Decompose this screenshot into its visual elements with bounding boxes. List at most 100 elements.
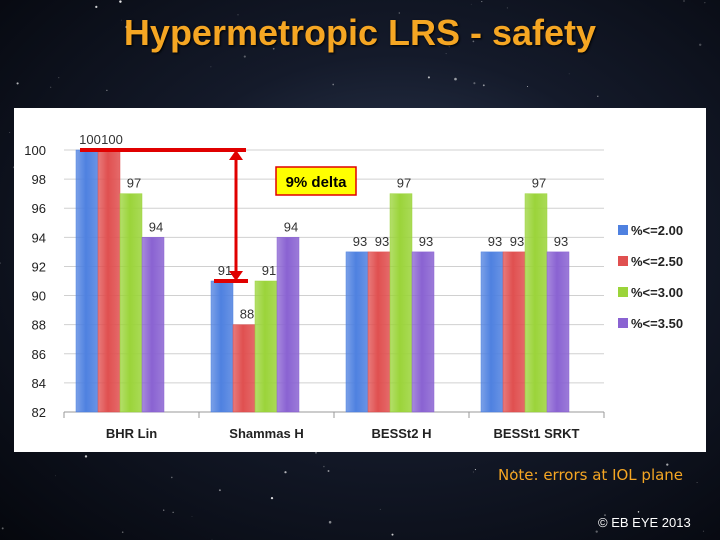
y-tick-label: 90 [32,289,46,304]
bar-%<=2.00 [480,251,504,413]
star-dot [315,39,319,43]
copyright-text: © EB EYE 2013 [598,515,691,530]
star-dot [482,84,485,87]
star-dot [683,0,685,2]
x-category-label: BESSt1 SRKT [494,426,580,441]
y-tick-label: 96 [32,201,46,216]
legend-swatch [618,256,628,266]
bar-value-label: 97 [397,176,411,191]
bar-value-label: 93 [419,234,433,249]
star-dot [323,465,325,468]
star-dot [704,2,706,4]
star-dot [427,76,430,79]
star-dot [448,45,451,48]
bar-%<=2.50 [502,251,526,413]
bar-%<=2.00 [75,149,99,413]
y-tick-label: 98 [32,172,46,187]
legend-swatch [618,318,628,328]
delta-label: 9% delta [286,174,348,191]
bar-value-label: 93 [353,234,367,249]
star-dot [9,132,11,133]
bar-%<=3.50 [546,251,570,413]
star-dot [470,3,472,5]
y-tick-label: 86 [32,347,46,362]
star-dot [332,83,335,86]
bar-%<=3.50 [411,251,435,413]
star-dot [398,12,400,14]
star-dot [454,77,457,81]
bar-%<=2.50 [232,324,256,413]
star-dot [506,7,508,9]
star-dot [50,86,52,88]
star-dot [637,511,640,513]
delta-arrow-head-down [229,271,243,281]
star-dot [218,489,221,492]
y-tick-label: 88 [32,318,46,333]
star-dot [698,43,702,47]
star-dot [568,73,570,75]
y-tick-label: 92 [32,259,46,274]
note-text: Note: errors at IOL plane [498,466,684,484]
bar-value-label: 93 [375,234,389,249]
star-dot [210,66,212,68]
bar-value-label: 94 [284,219,298,234]
bar-%<=2.00 [210,280,234,413]
bar-value-label: 100 [101,132,123,147]
bar-value-label: 91 [218,263,232,278]
star-dot [284,471,287,474]
x-category-label: BESSt2 H [372,426,432,441]
star-dot [702,530,705,532]
star-dot [474,469,476,471]
bar-%<=2.50 [97,149,121,413]
star-dot [666,463,669,466]
star-dot [355,27,357,29]
star-dot [473,82,476,85]
star-dot [121,19,122,21]
star-dot [1,527,4,530]
star-dot [55,475,56,477]
bar-%<=3.50 [141,237,165,413]
star-dot [125,25,129,29]
star-dot [16,82,19,85]
bar-%<=3.00 [524,193,548,413]
bar-%<=3.00 [119,193,143,413]
star-dot [604,514,606,516]
star-dot [328,520,332,524]
star-dot [379,508,381,510]
y-tick-label: 94 [32,230,46,245]
star-dot [472,471,474,473]
star-dot [170,476,173,479]
star-dot [527,86,529,87]
bar-value-label: 94 [149,219,163,234]
star-dot [119,0,122,3]
bar-value-label: 97 [127,176,141,191]
star-dot [595,530,598,533]
bar-%<=3.50 [276,237,300,413]
bar-%<=3.00 [254,280,278,413]
bar-value-label: 91 [262,263,276,278]
legend-label: %<=2.00 [631,223,683,238]
star-dot [106,89,108,91]
star-dot [270,496,274,500]
bar-%<=2.00 [345,251,369,413]
star-dot [95,5,98,9]
star-dot [481,1,483,3]
star-dot [512,470,515,472]
legend-label: %<=2.50 [631,254,683,269]
star-dot [172,511,174,513]
star-dot [237,14,239,16]
y-tick-label: 84 [32,376,46,391]
bar-chart: 82 84 86 88 90 92 94 96 98 100 BHR Lin Shammas H BES… [24,132,683,441]
chart-panel: 82 84 86 88 90 92 94 96 98 100 BHR Lin Shammas H BES… [14,108,706,452]
legend-label: %<=3.50 [631,316,683,331]
legend-swatch [618,287,628,297]
star-dot [315,452,317,454]
bar-value-label: 97 [532,176,546,191]
star-dot [163,509,165,511]
delta-label-box [275,166,357,196]
star-dot [472,40,475,43]
star-dot [0,262,1,264]
star-dot [121,531,124,533]
star-dot [696,481,698,484]
star-dot [445,53,447,55]
